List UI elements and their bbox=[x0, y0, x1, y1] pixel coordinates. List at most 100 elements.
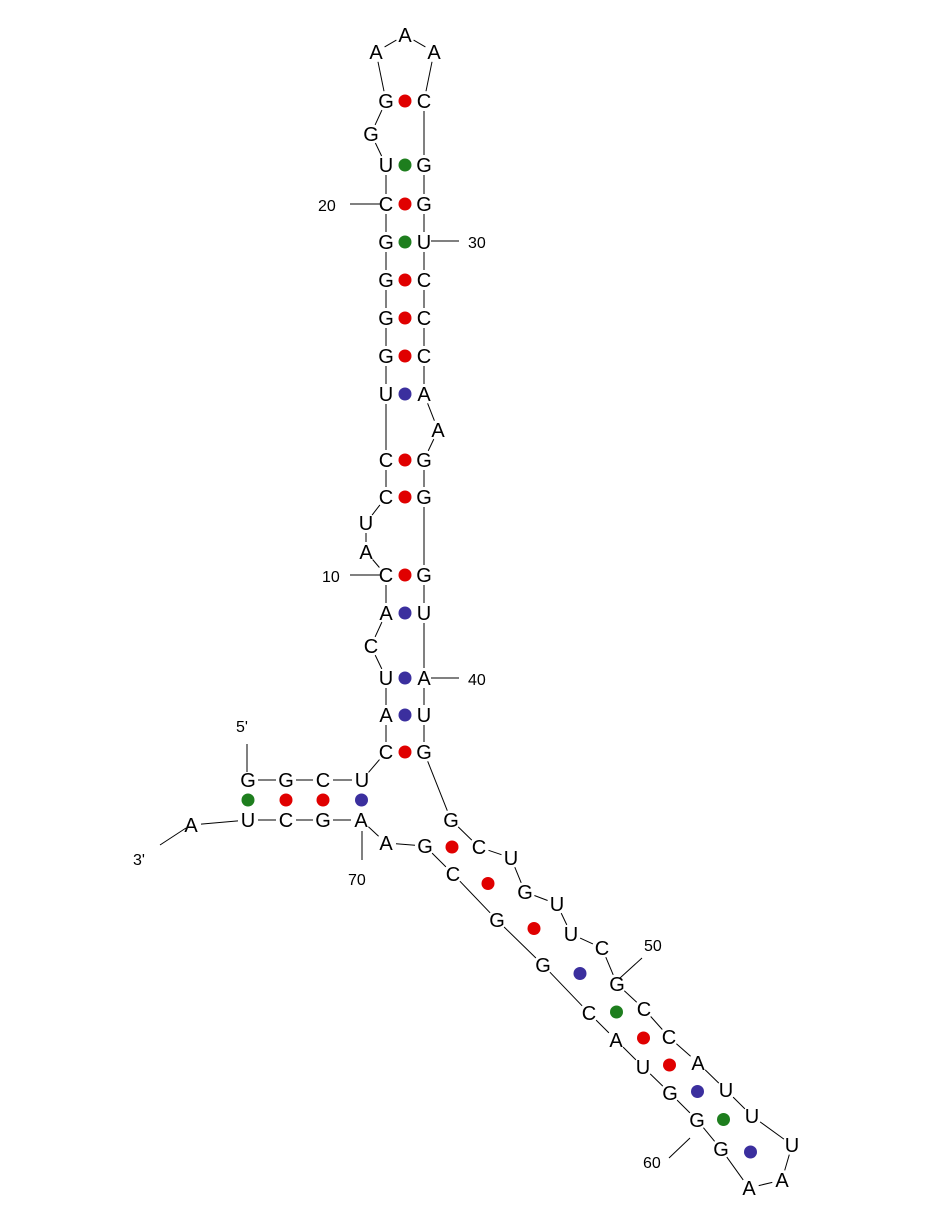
nucleotide-45: U bbox=[504, 848, 518, 870]
nucleotide-19: G bbox=[378, 232, 394, 254]
nucleotide-56: U bbox=[785, 1135, 799, 1157]
backbone-segment bbox=[200, 820, 239, 825]
tick-50 bbox=[619, 957, 643, 979]
nucleotide-15: U bbox=[379, 384, 393, 406]
nucleotide-12: U bbox=[359, 513, 373, 535]
base-pair-dot-9-39 bbox=[398, 606, 412, 620]
backbone-segment bbox=[579, 937, 594, 945]
backbone-segment bbox=[503, 926, 537, 959]
nucleotide-44: C bbox=[472, 837, 486, 859]
base-pair-dot-10-38 bbox=[398, 568, 412, 582]
base-pair-dot-48-64 bbox=[573, 967, 587, 980]
nucleotide-22: G bbox=[363, 124, 379, 146]
nucleotide-32: C bbox=[417, 308, 431, 330]
base-pair-dot-17-32 bbox=[398, 311, 412, 325]
nucleotide-23: G bbox=[378, 91, 394, 113]
label-70: 70 bbox=[348, 872, 366, 889]
nucleotide-18: G bbox=[378, 270, 394, 292]
nucleotide-48: U bbox=[564, 924, 578, 946]
label-3prime: 3' bbox=[133, 852, 145, 869]
label-50: 50 bbox=[644, 938, 662, 955]
base-pair-dot-15-34 bbox=[398, 387, 412, 401]
base-pair-dot-19-30 bbox=[398, 235, 412, 249]
backbone-segment bbox=[395, 843, 416, 846]
backbone-segment bbox=[413, 39, 426, 48]
nucleotide-8: C bbox=[364, 636, 378, 658]
nucleotide-11: A bbox=[359, 542, 373, 564]
base-pair-dots-layer bbox=[241, 94, 757, 1159]
nucleotide-59: G bbox=[713, 1139, 729, 1161]
base-pair-dot-3-71 bbox=[316, 793, 330, 807]
backbone-segment bbox=[560, 912, 568, 926]
nucleotide-54: U bbox=[719, 1080, 733, 1102]
nucleotide-5: C bbox=[379, 742, 393, 764]
nucleotide-30: U bbox=[417, 232, 431, 254]
nucleotide-layer: G G C UCAUCACAUCCUGGGGCUGGAAACGGUCCCAAGGGUA… bbox=[184, 25, 799, 1200]
backbone-layer bbox=[200, 39, 790, 1187]
nucleotide-29: G bbox=[416, 194, 432, 216]
label-5prime: 5' bbox=[236, 719, 248, 736]
nucleotide-33: C bbox=[417, 346, 431, 368]
nucleotide-58: A bbox=[742, 1178, 756, 1200]
nucleotide-20: C bbox=[379, 194, 393, 216]
nucleotide-37: G bbox=[416, 487, 432, 509]
label-40: 40 bbox=[468, 672, 486, 689]
backbone-segment bbox=[732, 1096, 746, 1110]
backbone-segment bbox=[457, 826, 473, 841]
base-pair-dot-51-62 bbox=[637, 1031, 650, 1045]
backbone-segment bbox=[372, 559, 380, 568]
backbone-segment bbox=[759, 1121, 785, 1140]
backbone-segment bbox=[514, 867, 522, 883]
base-pair-dot-18-31 bbox=[398, 273, 412, 287]
nucleotide-28: G bbox=[416, 155, 432, 177]
backbone-segment bbox=[374, 142, 383, 157]
nucleotide-3: C bbox=[316, 770, 330, 792]
nucleotide-36: G bbox=[416, 450, 432, 472]
backbone-segment bbox=[622, 1046, 637, 1061]
nucleotide-38: G bbox=[416, 565, 432, 587]
nucleotide-25: A bbox=[398, 25, 412, 47]
backbone-segment bbox=[650, 1016, 663, 1030]
nucleotide-49: C bbox=[595, 938, 609, 960]
backbone-segment bbox=[704, 1069, 720, 1084]
nucleotide-46: G bbox=[517, 882, 533, 904]
backbone-segment bbox=[676, 1043, 691, 1057]
nucleotide-57: A bbox=[775, 1170, 789, 1192]
nucleotide-60: G bbox=[689, 1110, 705, 1132]
backbone-segment bbox=[374, 109, 383, 126]
nucleotide-26: A bbox=[427, 42, 441, 64]
base-pair-dot-1-73 bbox=[241, 793, 255, 807]
base-pair-dot-4-70 bbox=[355, 793, 368, 807]
position-numbers-layer: 5' 3' 10 20 30 40 50 60 70 bbox=[133, 198, 662, 1172]
base-pair-dot-50-63 bbox=[610, 1005, 623, 1019]
base-pair-dot-55-58 bbox=[744, 1145, 757, 1159]
backbone-segment bbox=[427, 438, 435, 452]
backbone-segment bbox=[649, 1073, 664, 1087]
base-pair-dot-7-40 bbox=[398, 671, 412, 685]
nucleotide-62: U bbox=[636, 1057, 650, 1079]
nucleotide-34: A bbox=[417, 384, 431, 406]
base-pair-dot-14-36 bbox=[398, 453, 412, 467]
backbone-segment bbox=[726, 1156, 744, 1181]
base-pair-dot-46-65 bbox=[527, 922, 541, 935]
nucleotide-41: U bbox=[417, 705, 431, 727]
nucleotide-17: G bbox=[378, 308, 394, 330]
backbone-segment bbox=[371, 504, 381, 516]
nucleotide-10: C bbox=[379, 565, 393, 587]
nucleotide-43: G bbox=[443, 810, 459, 832]
number-ticks-layer bbox=[159, 203, 691, 1159]
backbone-segment bbox=[623, 990, 638, 1003]
nucleotide-39: U bbox=[417, 603, 431, 625]
nucleotide-4: U bbox=[355, 770, 369, 792]
nucleotide-65: G bbox=[535, 955, 551, 977]
nucleotide-53: A bbox=[691, 1053, 705, 1075]
backbone-segment bbox=[784, 1154, 790, 1171]
nucleotide-55: U bbox=[745, 1106, 759, 1128]
nucleotide-6: A bbox=[379, 705, 393, 727]
nucleotide-63: A bbox=[609, 1030, 623, 1052]
backbone-segment bbox=[703, 1127, 715, 1142]
nucleotide-24: A bbox=[369, 42, 383, 64]
nucleotide-2: G bbox=[278, 770, 294, 792]
backbone-segment bbox=[758, 1181, 773, 1187]
nucleotide-35: A bbox=[431, 420, 445, 442]
